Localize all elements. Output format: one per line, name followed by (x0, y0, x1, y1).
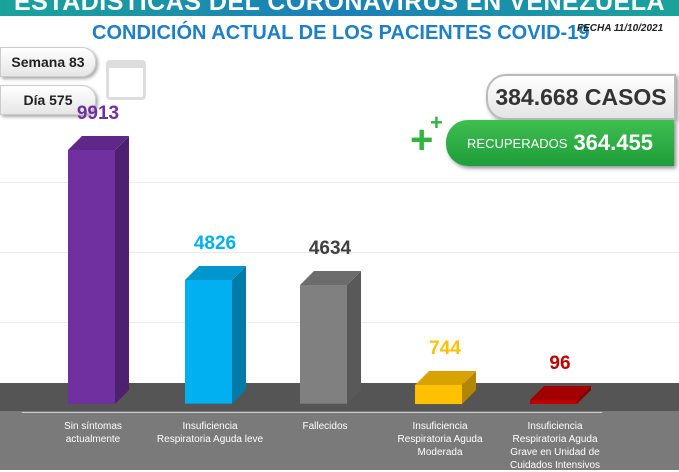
week-badge: Semana 83 (0, 47, 96, 77)
chart-title: CONDICIÓN ACTUAL DE LOS PACIENTES COVID-… (92, 22, 590, 44)
axis-line (22, 412, 602, 413)
banner-title: ESTADÍSTICAS DEL CORONAVIRUS EN VENEZUEL… (13, 0, 666, 16)
bar-3 (415, 370, 476, 404)
recovered-value: 364.455 (573, 130, 653, 155)
plus-icon: + (410, 118, 434, 162)
bar-1 (185, 266, 246, 404)
banner: ESTADÍSTICAS DEL CORONAVIRUS EN VENEZUEL… (0, 0, 679, 16)
category-label: Sin síntomas actualmente (64, 421, 122, 445)
gridline (0, 182, 679, 183)
value-label: 9913 (76, 103, 120, 124)
value-label: 96 (549, 353, 571, 374)
recovered-label: RECUPERADOS (467, 135, 568, 151)
gridline (0, 252, 679, 253)
day-badge: Día 575 (0, 85, 96, 115)
bar-4 (530, 386, 591, 404)
recovered-badge: RECUPERADOS 364.455 (446, 120, 674, 166)
calendar-icon (106, 60, 146, 100)
category-label: Insuficiencia Respiratoria Aguda Moderad… (397, 421, 483, 458)
date-label: FECHA 11/10/2021 (577, 23, 664, 34)
category-label: Insuficiencia Respiratoria Aguda Grave e… (509, 421, 601, 471)
plus-icon-small: + (430, 110, 443, 135)
bar-2 (300, 271, 361, 404)
value-label: 4826 (193, 233, 237, 255)
category-label: Fallecidos (302, 421, 348, 432)
label-panel (0, 411, 679, 470)
value-label: 744 (429, 337, 461, 359)
category-label: Insuficiencia Respiratoria Aguda leve (156, 421, 264, 445)
value-label: 4634 (308, 238, 352, 260)
total-cases: 384.668 CASOS (486, 74, 676, 120)
bar-0 (68, 136, 129, 404)
